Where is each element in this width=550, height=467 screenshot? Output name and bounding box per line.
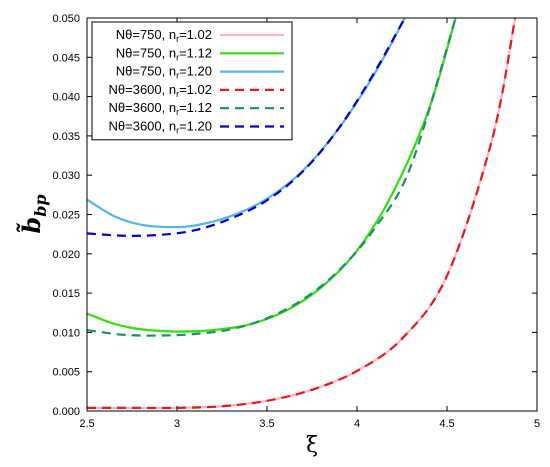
- y-axis-label-sub: bp: [31, 194, 50, 216]
- legend-label-sub: r: [176, 71, 179, 81]
- y-axis-label-main: b̃: [16, 217, 46, 234]
- y-tick-label: 0.000: [52, 406, 80, 418]
- legend-label: Nθ=3600, nr=1.02: [109, 82, 213, 99]
- legend-label-main: Nθ=750, n: [116, 64, 176, 79]
- legend-label: Nθ=750, nr=1.20: [116, 64, 212, 81]
- legend-label-sub: r: [176, 34, 179, 44]
- series-line-6: [87, 18, 406, 237]
- x-tick-label: 3.5: [259, 418, 274, 430]
- legend-label-tail: =1.20: [179, 64, 212, 79]
- x-tick-label: 3: [174, 418, 180, 430]
- legend-label-sub: r: [176, 89, 179, 99]
- legend-label-tail: =1.02: [179, 27, 212, 42]
- legend-label-sub: r: [176, 107, 179, 117]
- axis-layer: 2.5 3 3.5 4 4.5 5 0.000 0.005 0.010 0.015 0.020 0.0…: [52, 13, 540, 430]
- legend-label-main: Nθ=3600, n: [109, 82, 177, 97]
- legend-label-tail: =1.12: [179, 45, 212, 60]
- legend-label-sub: r: [176, 52, 179, 62]
- legend-label-main: Nθ=3600, n: [109, 100, 177, 115]
- legend-label-sub: r: [176, 126, 179, 136]
- legend-label-main: Nθ=750, n: [116, 45, 176, 60]
- legend-label-tail: =1.12: [179, 100, 212, 115]
- x-axis-label: ξ: [306, 433, 318, 458]
- legend-label: Nθ=3600, nr=1.12: [109, 100, 213, 117]
- legend-label: Nθ=3600, nr=1.20: [109, 119, 213, 136]
- x-tick-label: 4.5: [439, 418, 454, 430]
- series-layer: [87, 18, 517, 410]
- legend-label-main: Nθ=3600, n: [109, 119, 177, 134]
- legend-label-main: Nθ=750, n: [116, 27, 176, 42]
- y-tick-label: 0.030: [52, 170, 80, 182]
- series-line-4: [87, 18, 517, 410]
- legend-box: [91, 21, 293, 141]
- legend-label: Nθ=750, nr=1.12: [116, 45, 212, 62]
- y-axis-label: b̃bp: [16, 194, 50, 233]
- y-tick-label: 0.045: [52, 52, 80, 64]
- y-tick-label: 0.040: [52, 92, 80, 104]
- x-tick-label: 5: [534, 418, 540, 430]
- legend-label-tail: =1.02: [179, 82, 212, 97]
- series-line-2: [87, 18, 457, 333]
- series-line-5: [87, 18, 457, 337]
- y-tick-label: 0.035: [52, 131, 80, 143]
- y-tick-label: 0.005: [52, 367, 80, 379]
- y-tick-label: 0.050: [52, 13, 80, 25]
- x-tick-label: 2.5: [79, 418, 94, 430]
- y-tick-label: 0.020: [52, 249, 80, 261]
- y-tick-label: 0.025: [52, 210, 80, 222]
- legend-label-tail: =1.20: [179, 119, 212, 134]
- legend-label: Nθ=750, nr=1.02: [116, 27, 212, 44]
- y-tick-label: 0.010: [52, 327, 80, 339]
- x-tick-label: 4: [354, 418, 360, 430]
- y-tick-label: 0.015: [52, 288, 80, 300]
